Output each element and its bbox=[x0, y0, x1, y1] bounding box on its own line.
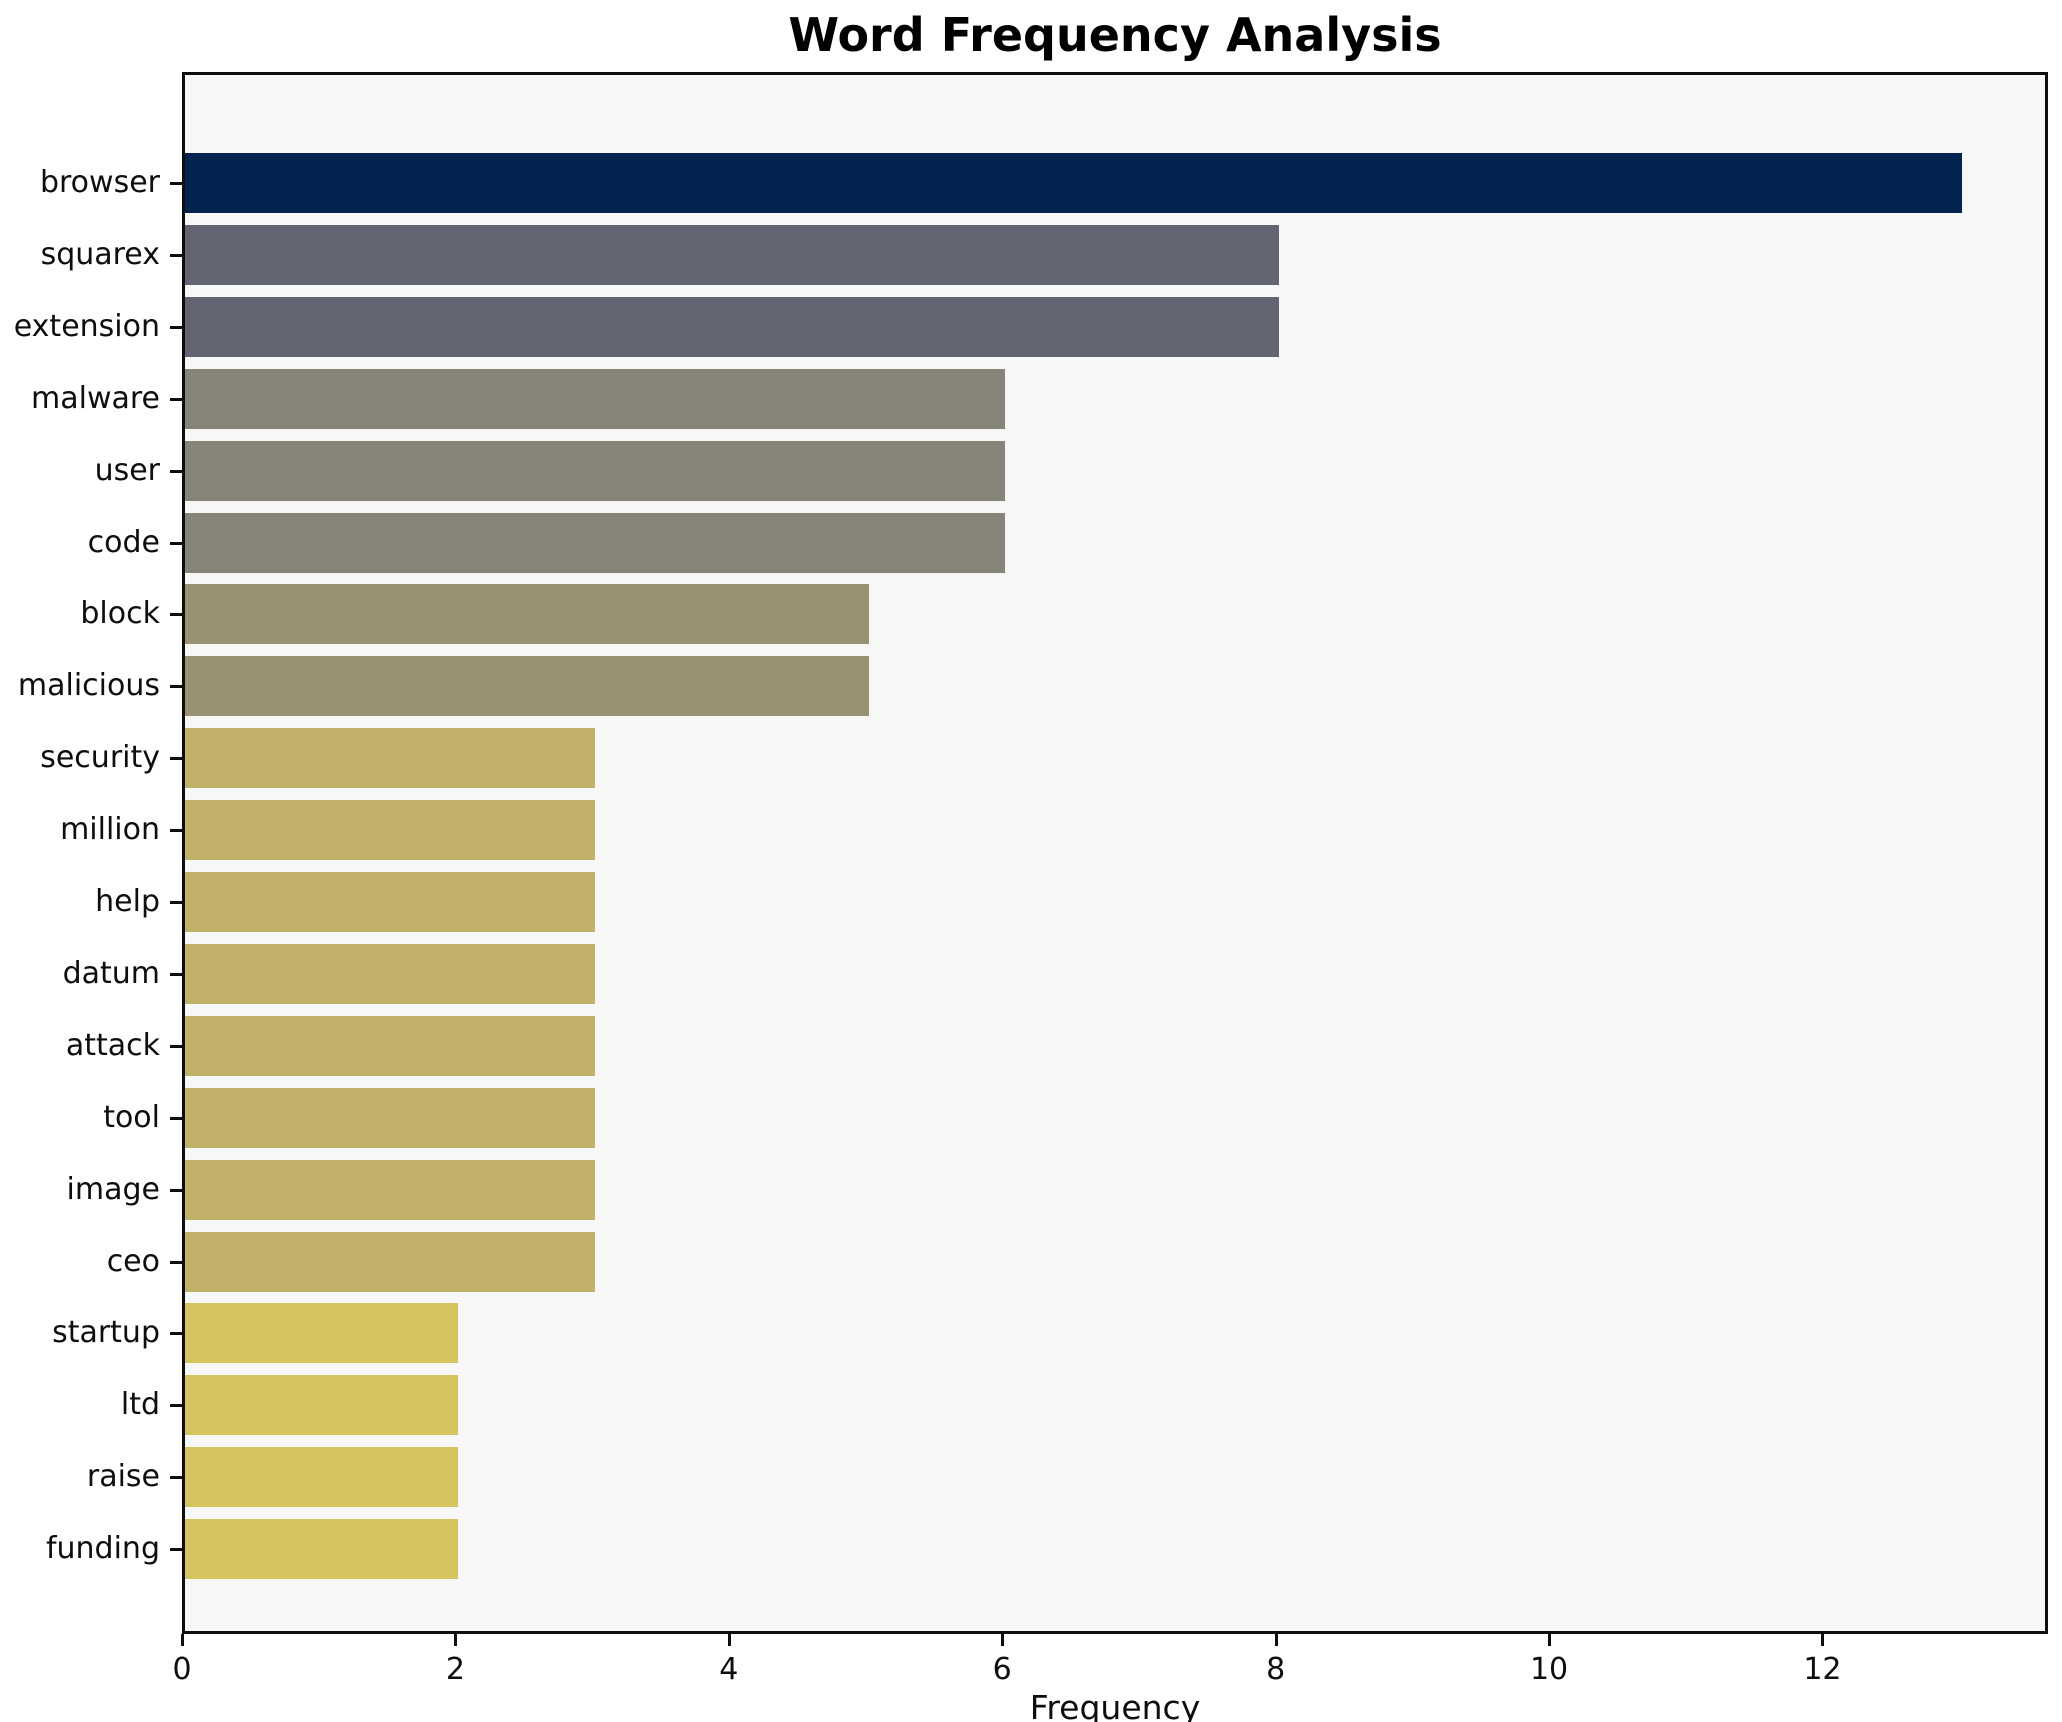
bar-help bbox=[185, 872, 595, 932]
plot-area bbox=[182, 72, 2048, 1634]
y-tick-label-raise: raise bbox=[86, 1459, 160, 1495]
y-tick-label-help: help bbox=[95, 884, 160, 919]
y-tick-mark bbox=[170, 1260, 182, 1264]
bar-browser bbox=[185, 153, 1962, 213]
y-tick-label-code: code bbox=[87, 524, 160, 560]
y-tick-mark bbox=[170, 1548, 182, 1552]
y-tick-mark bbox=[170, 397, 182, 401]
bar-datum bbox=[185, 943, 595, 1004]
x-tick-label-8: 8 bbox=[1266, 1652, 1286, 1687]
y-tick-mark bbox=[170, 613, 182, 617]
y-tick-label-block: block bbox=[80, 596, 160, 632]
y-tick-mark bbox=[170, 1404, 182, 1408]
y-tick-label-tool: tool bbox=[103, 1099, 160, 1135]
y-tick-label-browser: browser bbox=[39, 165, 160, 200]
bar-malicious bbox=[185, 656, 869, 717]
y-tick-label-ceo: ceo bbox=[106, 1243, 160, 1279]
y-tick-label-startup: startup bbox=[52, 1315, 160, 1351]
x-tick-label-2: 2 bbox=[445, 1652, 465, 1687]
bar-code bbox=[185, 512, 1005, 573]
bar-squarex bbox=[185, 224, 1279, 285]
bar-million bbox=[185, 800, 595, 861]
y-tick-label-attack: attack bbox=[65, 1027, 160, 1063]
y-tick-label-malicious: malicious bbox=[17, 668, 160, 704]
x-tick-mark bbox=[1001, 1634, 1005, 1646]
bar-image bbox=[185, 1159, 595, 1220]
x-axis-title: Frequency bbox=[1029, 1688, 1201, 1722]
y-tick-label-user: user bbox=[94, 452, 160, 488]
x-tick-label-12: 12 bbox=[1803, 1652, 1842, 1687]
x-tick-mark bbox=[727, 1634, 731, 1646]
x-tick-mark bbox=[454, 1634, 458, 1646]
y-tick-mark bbox=[170, 325, 182, 329]
x-tick-label-4: 4 bbox=[719, 1652, 739, 1687]
bar-tool bbox=[185, 1087, 595, 1148]
bar-ltd bbox=[185, 1375, 458, 1436]
y-tick-label-security: security bbox=[40, 740, 160, 776]
y-tick-mark bbox=[170, 469, 182, 473]
bar-raise bbox=[185, 1447, 458, 1508]
y-tick-mark bbox=[170, 972, 182, 976]
y-tick-label-million: million bbox=[60, 812, 160, 848]
y-tick-label-image: image bbox=[66, 1171, 160, 1207]
bar-ceo bbox=[185, 1231, 595, 1292]
y-tick-mark bbox=[170, 1116, 182, 1120]
bar-block bbox=[185, 584, 869, 645]
y-tick-mark bbox=[170, 1476, 182, 1480]
bar-funding bbox=[185, 1519, 458, 1580]
y-tick-label-ltd: ltd bbox=[120, 1387, 160, 1423]
x-tick-label-10: 10 bbox=[1529, 1652, 1569, 1687]
bar-extension bbox=[185, 296, 1279, 357]
y-tick-label-malware: malware bbox=[31, 380, 160, 416]
bar-attack bbox=[185, 1015, 595, 1076]
y-tick-mark bbox=[170, 901, 182, 904]
y-tick-mark bbox=[170, 1332, 182, 1336]
y-tick-label-extension: extension bbox=[13, 308, 160, 344]
y-tick-mark bbox=[170, 829, 182, 833]
y-tick-mark bbox=[170, 1044, 182, 1048]
y-tick-mark bbox=[170, 253, 182, 257]
y-tick-mark bbox=[170, 182, 182, 185]
x-tick-label-0: 0 bbox=[172, 1652, 192, 1687]
y-tick-label-squarex: squarex bbox=[40, 236, 160, 272]
y-tick-label-datum: datum bbox=[62, 955, 160, 991]
bar-malware bbox=[185, 368, 1005, 429]
y-tick-mark bbox=[170, 757, 182, 761]
y-tick-mark bbox=[170, 541, 182, 545]
x-tick-label-6: 6 bbox=[992, 1652, 1012, 1687]
chart-title: Word Frequency Analysis bbox=[788, 8, 1442, 62]
x-tick-mark bbox=[1274, 1634, 1278, 1646]
bar-security bbox=[185, 728, 595, 789]
y-tick-label-funding: funding bbox=[45, 1531, 160, 1567]
y-tick-mark bbox=[170, 1188, 182, 1192]
x-tick-mark bbox=[1548, 1634, 1552, 1646]
x-tick-mark bbox=[1821, 1634, 1825, 1646]
bar-user bbox=[185, 440, 1005, 501]
bar-startup bbox=[185, 1303, 458, 1364]
x-tick-mark bbox=[181, 1634, 184, 1646]
y-tick-mark bbox=[170, 685, 182, 689]
